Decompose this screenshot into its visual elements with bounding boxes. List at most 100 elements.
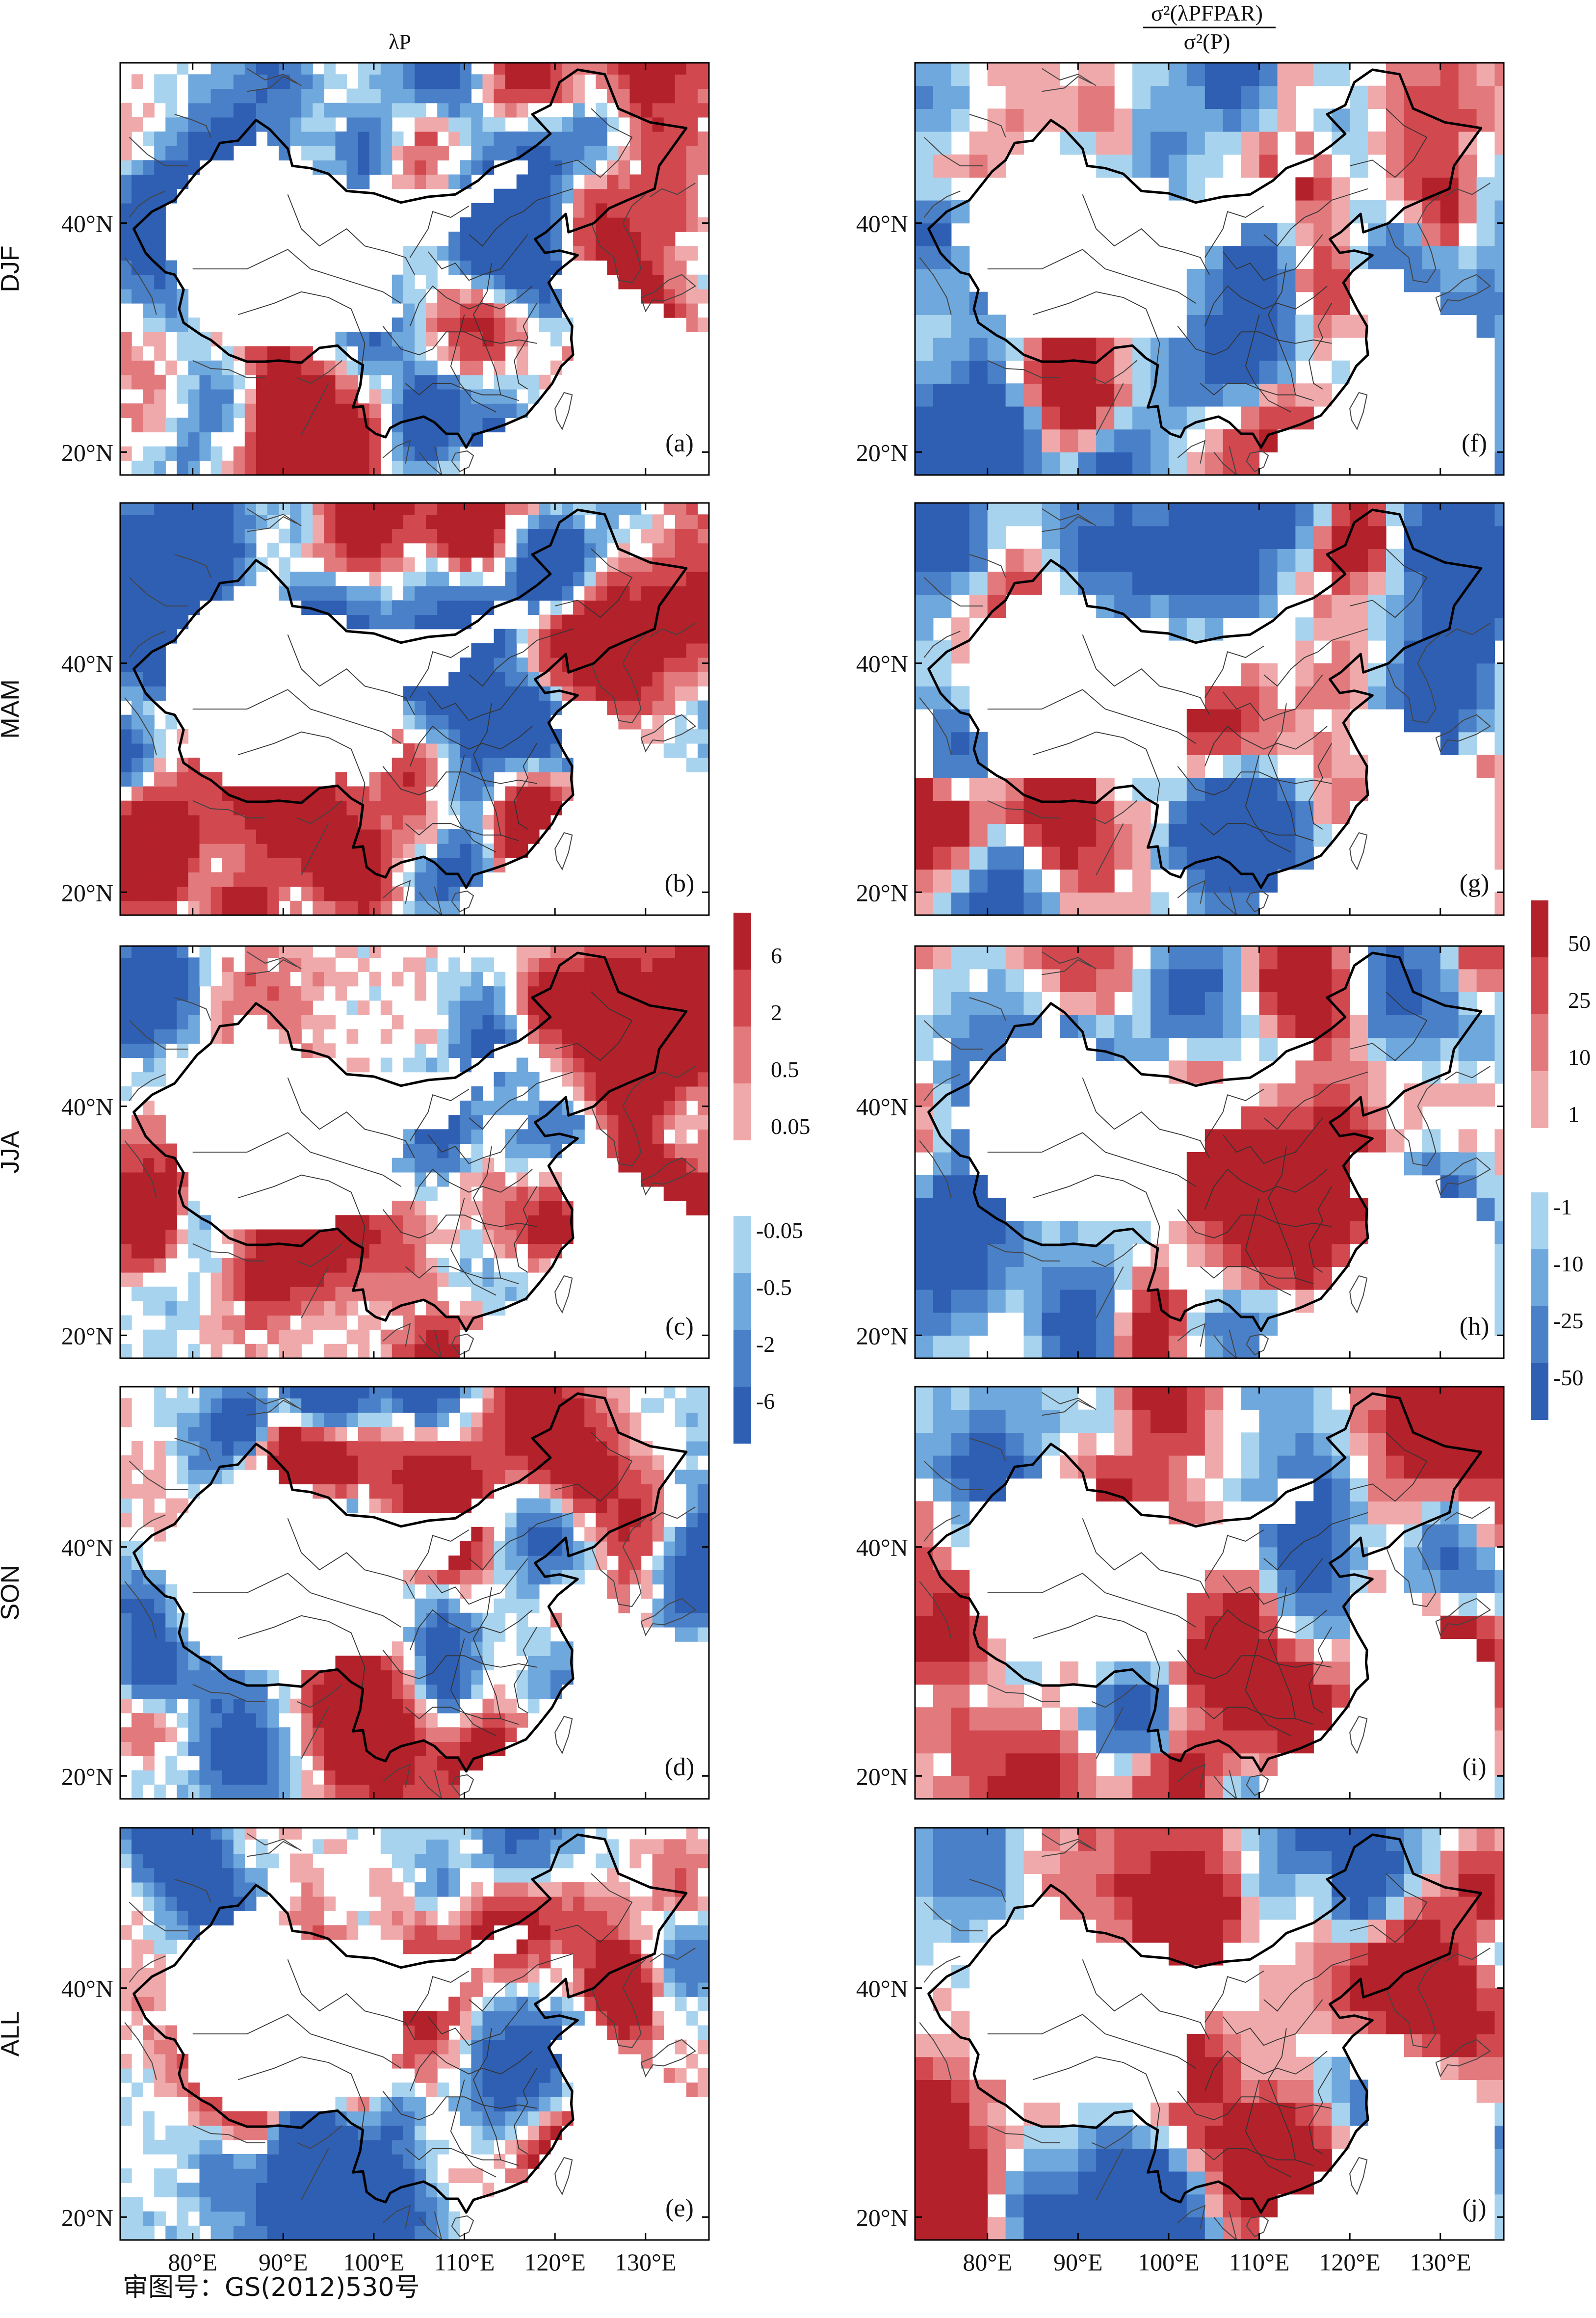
grid-cell [573, 74, 585, 89]
grid-cell [188, 1301, 200, 1316]
grid-cell [675, 174, 687, 189]
grid-cell [301, 1387, 313, 1398]
coastline [129, 631, 166, 658]
grid-cell [505, 88, 517, 104]
grid-cell [460, 360, 471, 375]
grid-cell [437, 1641, 449, 1656]
grid-cell [120, 514, 132, 529]
grid-cell [335, 360, 347, 375]
grid-cell [505, 1015, 517, 1029]
grid-cell [629, 514, 642, 529]
grid-cell [471, 160, 483, 175]
grid-cell [1350, 154, 1368, 178]
grid-cell [516, 1541, 528, 1556]
grid-cell [686, 614, 698, 630]
grid-cell [313, 872, 324, 887]
grid-cell [120, 1641, 132, 1656]
grid-cell [505, 217, 517, 232]
grid-cell [267, 786, 279, 801]
grid-cell [335, 946, 347, 958]
grid-cell [494, 1612, 506, 1628]
grid-cell [697, 74, 709, 89]
grid-cell [482, 1612, 495, 1628]
grid-cell [1259, 338, 1278, 361]
grid-cell [369, 418, 381, 433]
grid-cell [165, 503, 177, 515]
grid-cell [256, 872, 268, 887]
grid-cell [1241, 709, 1260, 733]
grid-cell [494, 274, 506, 290]
grid-cell [1458, 1015, 1477, 1038]
grid-cell [369, 74, 381, 89]
grid-cell [437, 886, 449, 901]
grid-cell [188, 88, 200, 104]
grid-cell [120, 772, 132, 787]
grid-cell [437, 117, 449, 132]
grid-cell [596, 586, 607, 601]
grid-cell [324, 1301, 336, 1316]
grid-cell [358, 886, 370, 901]
grid-cell [1114, 429, 1133, 452]
grid-cell [222, 1426, 234, 1442]
grid-cell [629, 246, 642, 261]
grid-cell [516, 557, 528, 572]
grid-cell [1168, 383, 1187, 407]
grid-cell [1440, 1037, 1459, 1061]
grid-cell [573, 1555, 585, 1570]
grid-cell [335, 1287, 347, 1301]
grid-cell [290, 432, 302, 447]
grid-cell [313, 1412, 324, 1427]
grid-cell [301, 1272, 313, 1287]
grid-cell [1186, 992, 1205, 1015]
grid-cell [663, 274, 676, 290]
grid-cell [131, 900, 143, 915]
coastline [174, 554, 211, 578]
grid-cell [1476, 617, 1495, 641]
grid-cell [663, 232, 676, 246]
grid-cell [1241, 1106, 1260, 1130]
grid-cell [1151, 1266, 1169, 1290]
grid-cell [143, 700, 155, 715]
grid-cell [1440, 291, 1459, 315]
grid-cell [641, 217, 653, 232]
grid-cell [596, 74, 607, 89]
grid-cell [1151, 360, 1169, 384]
grid-cell [1386, 177, 1405, 201]
grid-cell [131, 260, 143, 275]
grid-cell [143, 1641, 155, 1656]
grid-cell [607, 686, 619, 701]
grid-cell [527, 188, 540, 204]
grid-cell [527, 160, 540, 175]
grid-cell [222, 800, 234, 816]
grid-cell [1476, 63, 1495, 86]
grid-cell [403, 786, 415, 801]
grid-cell [915, 823, 934, 847]
grid-cell [1259, 63, 1278, 86]
grid-cell [143, 514, 155, 529]
grid-cell [199, 586, 211, 601]
grid-cell [969, 869, 988, 893]
grid-cell [471, 289, 483, 304]
grid-cell [1096, 992, 1115, 1015]
grid-cell [686, 1057, 698, 1073]
grid-cell [256, 1398, 268, 1413]
grid-cell [165, 557, 177, 572]
grid-cell [915, 617, 934, 641]
grid-cell [539, 557, 551, 572]
grid-cell [177, 460, 189, 475]
grid-cell [1096, 452, 1115, 475]
grid-cell [290, 1229, 302, 1244]
grid-cell [539, 503, 551, 515]
grid-cell [346, 1029, 359, 1044]
grid-cell [120, 132, 132, 146]
grid-cell [392, 1243, 404, 1259]
grid-cell [143, 174, 155, 189]
province-boundary [1268, 263, 1296, 395]
grid-cell [358, 872, 370, 887]
grid-cell [460, 786, 471, 801]
grid-cell [313, 986, 324, 1001]
grid-cell [120, 346, 132, 361]
grid-cell [131, 1158, 143, 1173]
grid-cell [143, 403, 155, 418]
grid-cell [915, 1312, 934, 1336]
